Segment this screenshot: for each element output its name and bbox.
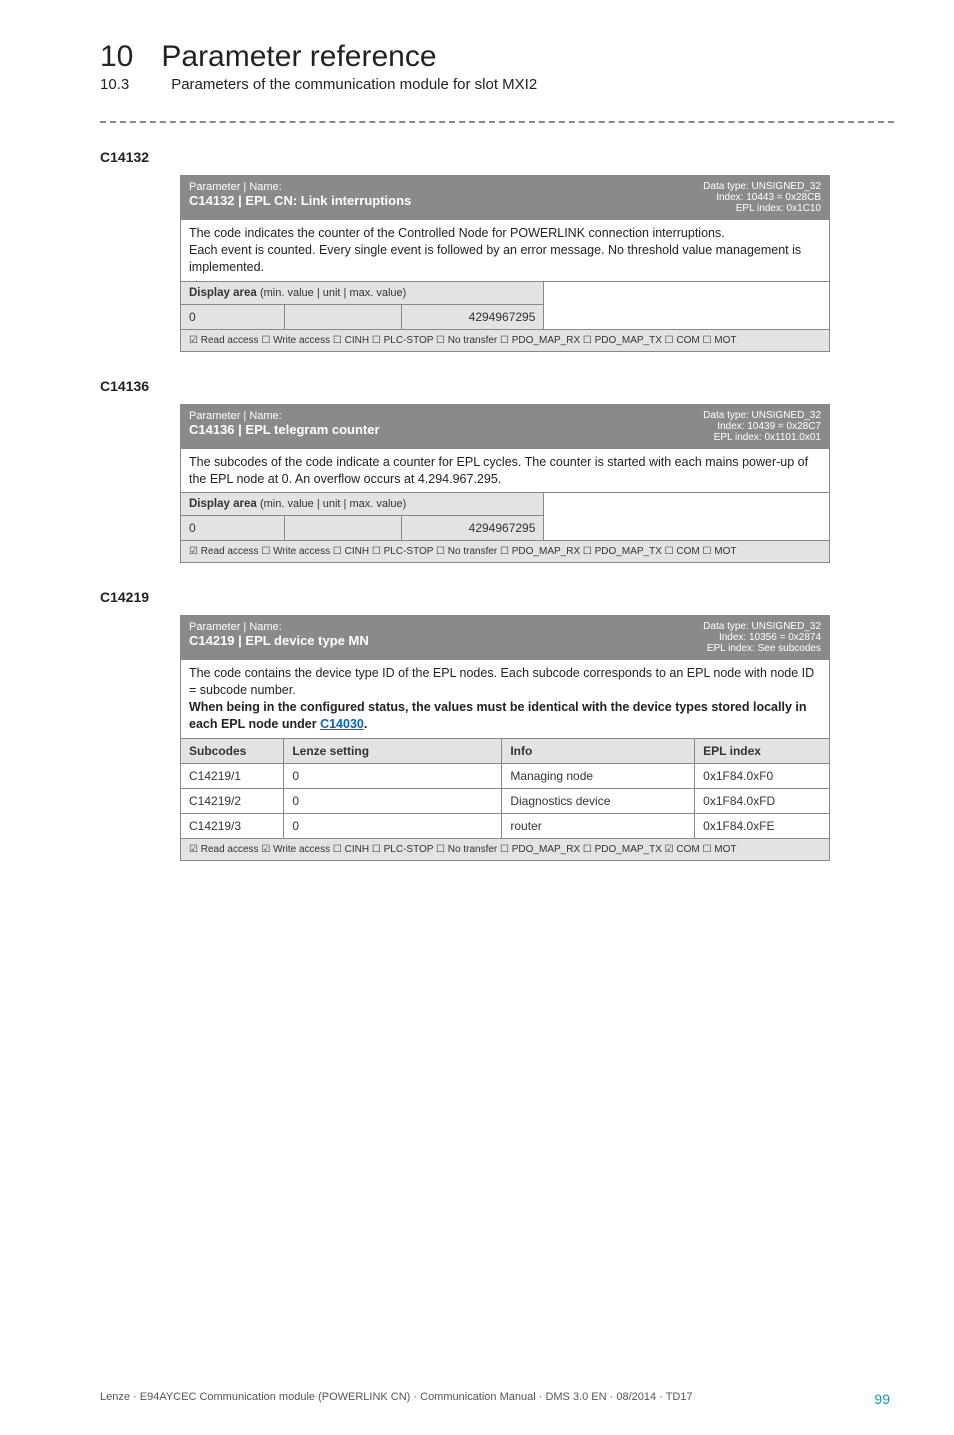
col-lenze-setting: Lenze setting	[284, 738, 502, 763]
page-header: 10 Parameter reference	[100, 40, 894, 74]
param-table-c14136: Parameter | Name: C14136 | EPL telegram …	[180, 404, 830, 564]
meta-line: EPL index: See subcodes	[703, 643, 821, 654]
param-table-c14219: Parameter | Name: C14219 | EPL device ty…	[180, 615, 830, 861]
table-row: C14219/3 0 router 0x1F84.0xFE	[181, 813, 830, 838]
section-title: Parameters of the communication module f…	[171, 76, 537, 93]
col-epl-index: EPL index	[695, 738, 830, 763]
access-flags: ☑ Read access ☐ Write access ☐ CINH ☐ PL…	[181, 541, 830, 563]
chapter-title: Parameter reference	[161, 40, 436, 74]
param-name-label: Parameter | Name:	[189, 621, 686, 633]
meta-line: Data type: UNSIGNED_32	[703, 621, 821, 632]
param-name: C14219 | EPL device type MN	[189, 633, 686, 648]
display-area-hint: (min. value | unit | max. value)	[260, 287, 406, 299]
meta-line: Index: 10443 = 0x28CB	[552, 192, 821, 203]
display-min: 0	[181, 516, 285, 541]
param-name-label: Parameter | Name:	[189, 181, 535, 193]
meta-line: Data type: UNSIGNED_32	[552, 181, 821, 192]
param-name: C14136 | EPL telegram counter	[189, 422, 535, 437]
meta-line: EPL index: 0x1101.0x01	[552, 432, 821, 443]
param-table-c14132: Parameter | Name: C14132 | EPL CN: Link …	[180, 175, 830, 352]
code-heading-c14132: C14132	[100, 149, 894, 165]
display-area-label: Display area	[189, 287, 257, 299]
display-area-label: Display area	[189, 498, 257, 510]
link-c14030[interactable]: C14030	[320, 717, 364, 731]
col-subcodes: Subcodes	[181, 738, 284, 763]
chapter-number: 10	[100, 40, 133, 74]
access-flags: ☑ Read access ☑ Write access ☐ CINH ☐ PL…	[181, 838, 830, 860]
param-description: The code contains the device type ID of …	[181, 660, 830, 739]
param-description: The subcodes of the code indicate a coun…	[181, 448, 830, 493]
display-area-hint: (min. value | unit | max. value)	[260, 498, 406, 510]
divider	[100, 121, 894, 123]
code-heading-c14219: C14219	[100, 589, 894, 605]
display-max: 4294967295	[401, 304, 544, 329]
param-name: C14132 | EPL CN: Link interruptions	[189, 193, 535, 208]
param-name-label: Parameter | Name:	[189, 410, 535, 422]
page-number: 99	[874, 1391, 890, 1407]
table-row: C14219/1 0 Managing node 0x1F84.0xF0	[181, 763, 830, 788]
access-flags: ☑ Read access ☐ Write access ☐ CINH ☐ PL…	[181, 329, 830, 351]
display-min: 0	[181, 304, 285, 329]
footer-text: Lenze · E94AYCEC Communication module (P…	[100, 1391, 693, 1407]
section-number: 10.3	[100, 76, 129, 93]
col-info: Info	[502, 738, 695, 763]
meta-line: EPL index: 0x1C10	[552, 203, 821, 214]
page-subheader: 10.3 Parameters of the communication mod…	[100, 76, 894, 93]
code-heading-c14136: C14136	[100, 378, 894, 394]
page-footer: Lenze · E94AYCEC Communication module (P…	[100, 1391, 894, 1407]
meta-line: Data type: UNSIGNED_32	[552, 410, 821, 421]
param-description: The code indicates the counter of the Co…	[181, 220, 830, 282]
meta-line: Index: 10439 = 0x28C7	[552, 421, 821, 432]
meta-line: Index: 10356 = 0x2874	[703, 632, 821, 643]
table-row: C14219/2 0 Diagnostics device 0x1F84.0xF…	[181, 788, 830, 813]
display-max: 4294967295	[401, 516, 544, 541]
